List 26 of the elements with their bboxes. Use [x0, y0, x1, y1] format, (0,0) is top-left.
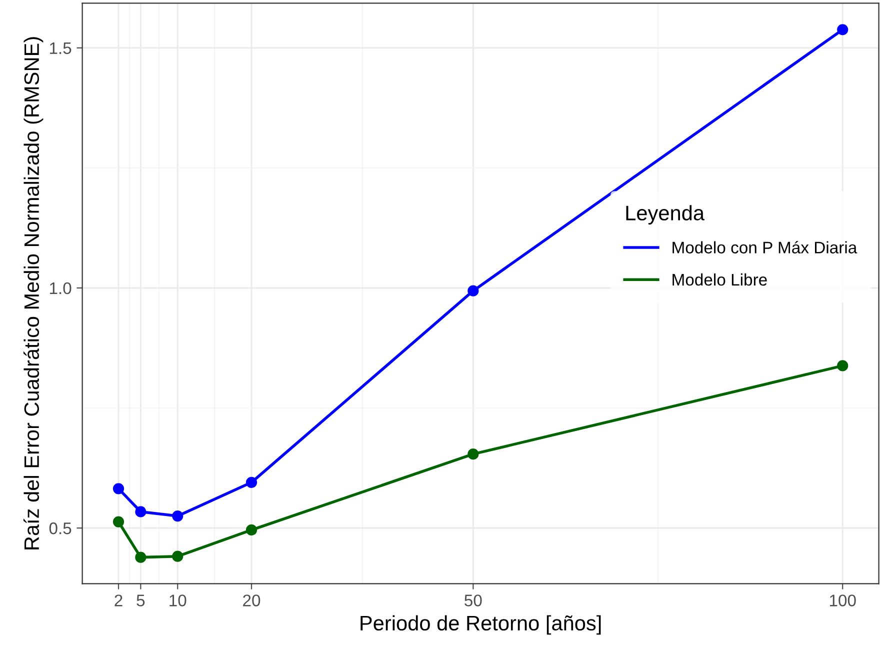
- point: [112, 483, 124, 494]
- point: [837, 360, 848, 372]
- point: [837, 24, 848, 36]
- x-tick-label: 5: [136, 594, 145, 606]
- x-tick-label: 10: [170, 594, 186, 606]
- point: [246, 476, 258, 488]
- legend-label: Modelo con P Máx Diaria: [672, 241, 858, 254]
- point: [172, 510, 184, 522]
- point: [135, 552, 146, 563]
- y-tick-label: 0.5: [49, 522, 72, 534]
- y-tick-label: 1.0: [50, 282, 72, 294]
- x-tick-label: 2: [114, 594, 122, 606]
- point: [246, 524, 258, 536]
- legend-title: Leyenda: [626, 205, 705, 225]
- legend-label: Modelo Libre: [672, 273, 767, 286]
- x-tick-label: 50: [464, 594, 482, 606]
- x-axis-title: Periodo de Retorno [años]: [360, 615, 601, 635]
- x-tick-label: 20: [243, 594, 260, 606]
- point: [172, 550, 184, 562]
- point: [468, 285, 479, 296]
- x-tick-label: 100: [830, 594, 856, 606]
- y-tick-label: 1.5: [50, 42, 72, 54]
- point: [468, 448, 479, 460]
- y-axis-title: Raíz del Error Cuadrático Medio Normalizado (RMSNE): [24, 37, 44, 550]
- point: [135, 506, 146, 518]
- point: [112, 516, 124, 528]
